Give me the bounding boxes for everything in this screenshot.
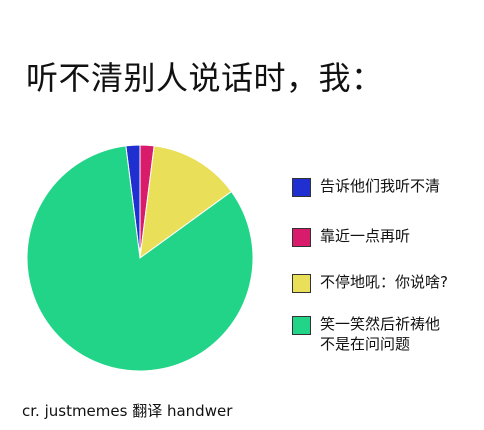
- pie-slice-smile: [26, 145, 254, 372]
- legend-label-shout: 不停地吼：你说啥?: [320, 273, 448, 291]
- legend-item-smile: 笑一笑然后祈祷他 不是在问问题: [292, 314, 470, 354]
- legend-swatch-smile: [292, 316, 311, 335]
- legend-label-closer: 靠近一点再听: [320, 227, 411, 245]
- page-title: 听不清别人说话时，我：: [26, 59, 384, 97]
- legend-swatch-tell: [292, 178, 311, 197]
- legend-item-tell: 告诉他们我听不清: [292, 176, 470, 197]
- legend-swatch-closer: [292, 228, 311, 247]
- legend-item-closer: 靠近一点再听: [292, 226, 470, 247]
- credit-text: cr. justmemes 翻译 handwer: [22, 402, 233, 420]
- legend-label-smile: 笑一笑然后祈祷他 不是在问问题: [320, 315, 441, 353]
- pie-slices: [26, 144, 254, 372]
- legend-label-tell: 告诉他们我听不清: [320, 177, 441, 195]
- pie-slice-shout: [139, 145, 233, 260]
- legend-item-shout: 不停地吼：你说啥?: [292, 272, 470, 293]
- legend-swatch-shout: [292, 274, 311, 293]
